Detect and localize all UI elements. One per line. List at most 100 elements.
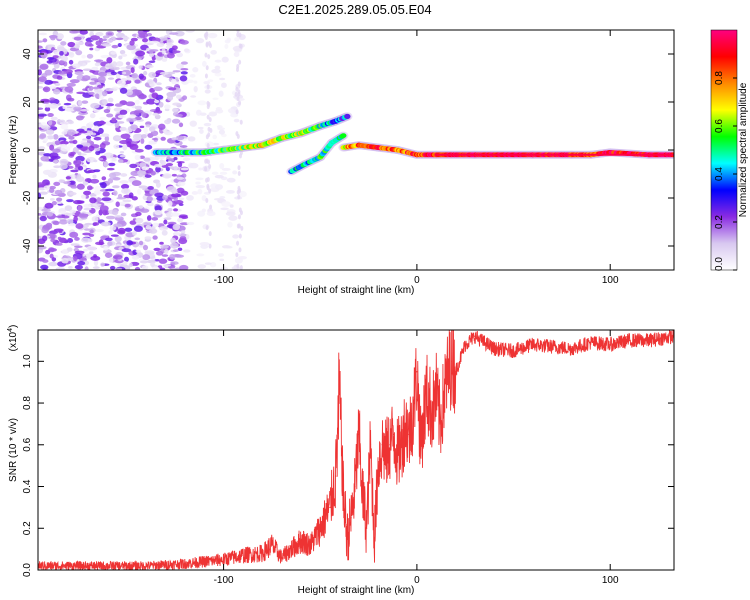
noise-speckle: [197, 264, 207, 269]
noise-speckle: [38, 192, 42, 199]
noise-speckle: [76, 144, 84, 149]
noise-speckle: [74, 43, 80, 49]
noise-speckle: [49, 187, 55, 193]
noise-speckle: [90, 255, 101, 261]
spectrogram-xtick-label: 100: [602, 275, 619, 286]
noise-speckle: [48, 103, 59, 109]
snr-point: [300, 540, 302, 542]
noise-speckle: [101, 133, 110, 138]
noise-speckle: [89, 69, 96, 73]
noise-speckle: [93, 159, 98, 163]
noise-speckle: [207, 159, 211, 165]
noise-speckle: [238, 32, 242, 38]
noise-speckle: [60, 145, 71, 152]
snr-ytick-label: 0.6: [22, 437, 33, 451]
noise-speckle: [205, 198, 209, 204]
snr-point: [354, 485, 356, 488]
noise-speckle: [138, 240, 144, 246]
noise-speckle: [208, 111, 218, 117]
noise-speckle: [148, 228, 158, 234]
noise-speckle: [51, 200, 57, 206]
noise-speckle: [73, 215, 78, 223]
noise-speckle: [114, 122, 120, 129]
snr-frame: [37, 329, 675, 571]
noise-speckle: [147, 186, 154, 190]
noise-speckle: [227, 221, 233, 228]
noise-speckle: [104, 188, 115, 192]
noise-speckle: [148, 71, 157, 78]
noise-speckle: [142, 221, 152, 226]
noise-speckle: [66, 199, 74, 203]
noise-speckle: [38, 212, 42, 216]
noise-speckle: [187, 136, 196, 142]
noise-speckle: [238, 153, 242, 159]
noise-speckle: [70, 185, 78, 189]
noise-speckle: [186, 79, 194, 84]
noise-speckle: [172, 249, 179, 252]
noise-speckle: [91, 216, 99, 222]
noise-speckle: [54, 82, 61, 86]
noise-speckle: [138, 73, 144, 80]
noise-speckle: [85, 135, 92, 140]
noise-speckle: [74, 164, 81, 168]
noise-speckle: [135, 217, 144, 224]
noise-speckle: [74, 236, 80, 241]
noise-speckle: [52, 159, 59, 164]
noise-speckle: [83, 190, 92, 196]
noise-speckle: [44, 69, 53, 76]
noise-speckle: [162, 264, 171, 267]
noise-speckle: [236, 240, 240, 246]
noise-speckle: [131, 196, 138, 201]
colorbar-label: Normalized spectral amplitude: [738, 82, 749, 217]
noise-speckle: [58, 211, 67, 214]
noise-speckle: [170, 242, 179, 249]
noise-speckle: [128, 114, 137, 119]
noise-speckle: [105, 103, 115, 107]
noise-speckle: [97, 127, 104, 134]
noise-speckle: [161, 164, 169, 168]
noise-speckle: [148, 60, 156, 63]
noise-speckle: [139, 260, 149, 264]
snr-point: [396, 454, 399, 456]
noise-speckle: [52, 220, 60, 226]
noise-speckle: [59, 237, 67, 243]
noise-speckle: [117, 227, 126, 234]
noise-speckle: [129, 40, 135, 46]
noise-speckle: [129, 220, 137, 225]
noise-speckle: [122, 71, 127, 75]
noise-speckle: [237, 81, 241, 87]
noise-speckle: [158, 123, 166, 130]
noise-speckle: [104, 237, 113, 242]
noise-speckle: [114, 214, 122, 218]
noise-speckle: [135, 211, 142, 217]
noise-speckle: [94, 93, 100, 99]
noise-speckle: [76, 91, 86, 95]
noise-speckle: [113, 144, 120, 149]
noise-speckle: [107, 77, 115, 80]
noise-speckle: [97, 76, 106, 83]
noise-speckle: [49, 152, 59, 159]
snr-point: [512, 350, 515, 352]
noise-speckle: [137, 188, 142, 195]
noise-speckle: [84, 228, 90, 231]
noise-speckle: [84, 178, 91, 183]
noise-speckle: [93, 125, 100, 132]
noise-speckle: [113, 190, 118, 196]
noise-speckle: [212, 97, 219, 101]
noise-speckle: [124, 227, 133, 232]
noise-speckle: [81, 100, 89, 104]
noise-speckle: [69, 79, 80, 84]
noise-speckle: [173, 165, 178, 171]
svg-text:(x104): (x104): [7, 325, 19, 352]
noise-speckle: [138, 185, 148, 189]
noise-speckle: [138, 94, 147, 100]
noise-speckle: [108, 162, 116, 167]
noise-speckle: [226, 177, 236, 183]
noise-speckle: [153, 99, 160, 104]
noise-speckle: [75, 49, 83, 56]
spectrogram-xtick-label: -100: [214, 275, 234, 286]
noise-speckle: [61, 257, 69, 264]
noise-speckle: [67, 41, 76, 48]
noise-speckle: [146, 215, 152, 221]
noise-speckle: [104, 87, 114, 92]
